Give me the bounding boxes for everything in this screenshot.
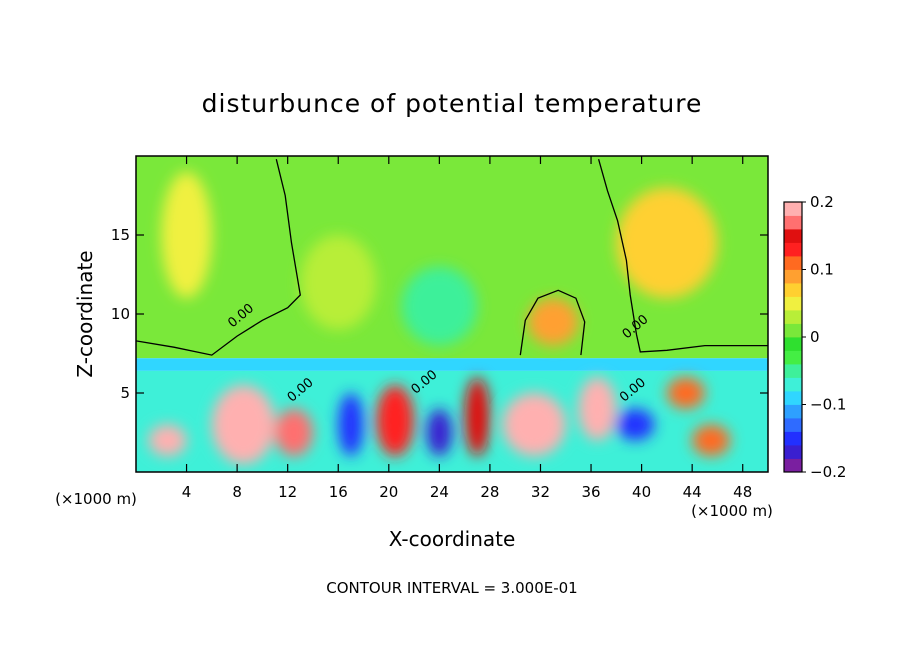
colorbar-swatch bbox=[784, 229, 802, 243]
colorbar-swatch bbox=[784, 350, 802, 365]
field-region bbox=[300, 235, 377, 330]
colorbar: 0.2 0.1 0 −0.1 −0.2 bbox=[783, 193, 846, 481]
x-tick-label: 40 bbox=[632, 483, 651, 501]
colorbar-swatch bbox=[784, 391, 802, 405]
colorbar-swatch bbox=[784, 269, 802, 284]
chart-title: disturbunce of potential temperature bbox=[202, 89, 703, 118]
field-region bbox=[161, 171, 212, 299]
y-tick-label: 15 bbox=[111, 226, 130, 244]
field-region bbox=[426, 408, 452, 457]
field-region bbox=[136, 358, 768, 371]
x-tick-label: 8 bbox=[232, 483, 242, 501]
x-tick-label: 44 bbox=[683, 483, 702, 501]
x-tick-label: 32 bbox=[531, 483, 550, 501]
x-axis-unit-label-right: (×1000 m) bbox=[691, 502, 773, 520]
x-tick-label: 36 bbox=[581, 483, 600, 501]
colorbar-swatch bbox=[784, 323, 802, 338]
contour-interval-footer: CONTOUR INTERVAL = 3.000E-01 bbox=[326, 579, 577, 597]
zero-contour-line bbox=[597, 159, 768, 353]
x-tick-label: 12 bbox=[278, 483, 297, 501]
x-tick-label: 20 bbox=[379, 483, 398, 501]
x-axis-unit-label: (×1000 m) bbox=[55, 490, 137, 508]
x-tick-label: 4 bbox=[182, 483, 192, 501]
colorbar-tick-label: 0 bbox=[810, 328, 820, 346]
field-region bbox=[275, 408, 313, 457]
colorbar-swatch bbox=[784, 377, 802, 392]
field-region bbox=[338, 393, 364, 457]
field-region bbox=[527, 298, 579, 346]
field-region bbox=[502, 393, 566, 457]
field-region bbox=[211, 385, 276, 465]
field-region bbox=[578, 377, 617, 441]
colorbar-tick-label: −0.2 bbox=[810, 463, 846, 481]
field-region bbox=[148, 424, 187, 457]
colorbar-tick-label: 0.2 bbox=[810, 193, 834, 211]
x-tick-label: 16 bbox=[329, 483, 348, 501]
x-tick-label: 24 bbox=[430, 483, 449, 501]
colorbar-swatch bbox=[784, 296, 802, 311]
y-tick-label: 5 bbox=[120, 384, 130, 402]
field-region bbox=[616, 187, 718, 299]
x-tick-label: 48 bbox=[733, 483, 752, 501]
field-region bbox=[401, 266, 478, 346]
colorbar-swatch bbox=[784, 458, 802, 473]
colorbar-swatch bbox=[784, 418, 802, 432]
zero-contour-line bbox=[519, 289, 586, 356]
colorbar-swatch bbox=[784, 431, 802, 446]
field-region bbox=[376, 385, 415, 457]
zero-contour-line bbox=[136, 159, 301, 356]
colorbar-swatch bbox=[784, 404, 802, 419]
colorbar-swatch bbox=[784, 283, 802, 297]
colorbar-tick-label: −0.1 bbox=[810, 396, 846, 414]
colorbar-swatch bbox=[784, 202, 802, 216]
colorbar-tick-label: 0.1 bbox=[810, 261, 834, 279]
field-region bbox=[464, 377, 490, 457]
colorbar-swatch bbox=[784, 256, 802, 270]
x-tick-label: 28 bbox=[480, 483, 499, 501]
field-layer bbox=[136, 156, 768, 472]
colorbar-swatch bbox=[784, 310, 802, 324]
x-axis-ticks: 4 8 12 16 20 24 28 32 36 40 44 48 bbox=[182, 156, 752, 501]
colorbar-swatch bbox=[784, 242, 802, 257]
field-region bbox=[666, 377, 705, 409]
x-axis-label: X-coordinate bbox=[389, 527, 516, 551]
field-region bbox=[692, 424, 731, 457]
y-axis-ticks: 5 10 15 bbox=[111, 226, 768, 402]
colorbar-swatch bbox=[784, 445, 802, 459]
colorbar-swatch bbox=[784, 215, 802, 230]
colorbar-swatch bbox=[784, 337, 802, 351]
y-tick-label: 10 bbox=[111, 305, 130, 323]
y-axis-label: Z-coordinate bbox=[73, 250, 97, 377]
colorbar-swatch bbox=[784, 364, 802, 378]
field-region bbox=[616, 408, 655, 441]
